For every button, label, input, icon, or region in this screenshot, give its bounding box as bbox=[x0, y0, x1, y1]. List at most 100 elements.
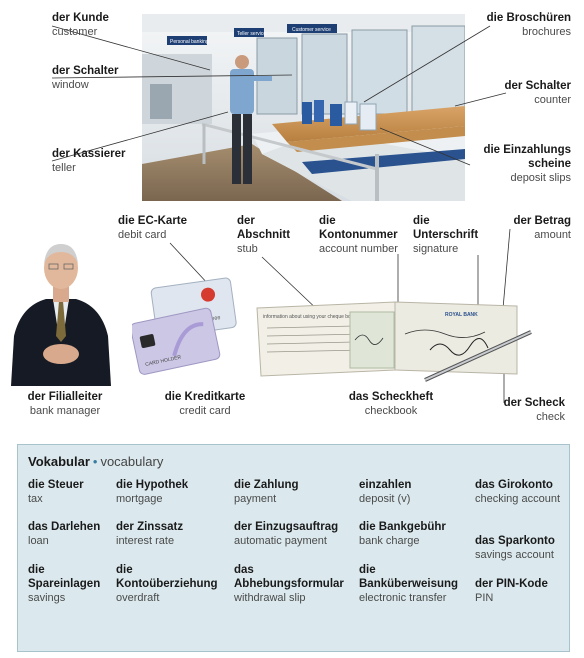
term-de: der Kunde bbox=[52, 12, 109, 24]
vocab-item: die Steuer tax bbox=[28, 478, 148, 506]
vocab-item: der Einzugsauftrag automatic payment bbox=[234, 520, 354, 548]
label-kontonummer: die Kontonummer account number bbox=[319, 214, 398, 256]
label-filialleiter: der Filialleiter bank manager bbox=[20, 390, 110, 418]
vocab-de: das Darlehen bbox=[28, 521, 101, 533]
term-en: checkbook bbox=[364, 405, 418, 417]
vocab-item: die Banküberweisung electronic transfer bbox=[359, 563, 469, 605]
term-en: teller bbox=[52, 162, 76, 174]
vocab-en: tax bbox=[28, 493, 43, 505]
vocab-en: payment bbox=[234, 493, 277, 505]
vocab-en: withdrawal slip bbox=[234, 592, 306, 604]
vocab-de: das Girokonto bbox=[475, 479, 553, 491]
term-de: das Scheckheft bbox=[348, 391, 434, 403]
term-de-line1: der bbox=[237, 215, 255, 227]
label-kassierer: der Kassierer teller bbox=[52, 147, 126, 175]
vocab-en: checking account bbox=[475, 493, 560, 505]
label-scheckheft: das Scheckheft checkbook bbox=[336, 390, 446, 418]
vocab-en: deposit (v) bbox=[359, 493, 411, 505]
vocab-item: die Kontoüberziehung overdraft bbox=[116, 563, 226, 605]
vocab-de: die Steuer bbox=[28, 479, 84, 491]
label-betrag: der Betrag amount bbox=[513, 214, 571, 242]
vocab-en: loan bbox=[28, 535, 49, 547]
sign-personal-banking: Personal banking bbox=[170, 39, 209, 45]
vocab-item: der Zinssatz interest rate bbox=[116, 520, 236, 548]
vocab-item: die Bankgebühr bank charge bbox=[359, 520, 479, 548]
label-einzahlungsscheine: die Einzahlungs scheine deposit slips bbox=[483, 143, 571, 185]
check-bank-name: ROYAL BANK bbox=[445, 312, 478, 318]
term-en: customer bbox=[52, 26, 98, 38]
term-en: counter bbox=[534, 94, 571, 106]
term-en: deposit slips bbox=[510, 172, 571, 184]
term-en: signature bbox=[413, 243, 459, 255]
sign-customer-service: Customer service bbox=[292, 27, 331, 33]
term-de: der Scheck bbox=[503, 397, 565, 409]
term-de-line1: die bbox=[319, 215, 336, 227]
checkbook-illustration: information about using your cheque book… bbox=[256, 301, 532, 382]
term-de-line2: Kontonummer bbox=[319, 229, 398, 241]
term-de-line1: die Einzahlungs bbox=[483, 144, 571, 156]
vocab-de: der Einzugsauftrag bbox=[234, 521, 339, 533]
term-de-line1: die bbox=[413, 215, 430, 227]
term-en: check bbox=[536, 411, 565, 423]
vocab-item: das Abhebungsformular withdrawal slip bbox=[234, 563, 354, 605]
checkbook-info-text: information about using your cheque book bbox=[263, 314, 357, 320]
term-en: brochures bbox=[522, 26, 571, 38]
term-de: der Kassierer bbox=[52, 148, 126, 160]
vocab-de: die Hypothek bbox=[116, 479, 189, 491]
term-en: account number bbox=[319, 243, 398, 255]
cards-photo: 1234 5678 9000 0000 CARD HOLDER bbox=[130, 275, 240, 387]
vocab-de: die Kontoüberziehung bbox=[116, 564, 218, 590]
vocab-de: die Banküberweisung bbox=[359, 564, 459, 590]
vocab-item: die Hypothek mortgage bbox=[116, 478, 236, 506]
term-en: credit card bbox=[179, 405, 231, 417]
bank-manager-illustration bbox=[11, 244, 111, 386]
term-en: stub bbox=[237, 243, 258, 255]
term-de: der Schalter bbox=[52, 65, 119, 77]
term-de: der Filialleiter bbox=[27, 391, 103, 403]
checkbook-photo: information about using your cheque book… bbox=[255, 300, 560, 390]
vocab-en: electronic transfer bbox=[359, 592, 447, 604]
label-schalter-window: der Schalter window bbox=[52, 64, 118, 92]
vocab-en: automatic payment bbox=[234, 535, 327, 547]
vocab-item: die Spareinlagen savings bbox=[28, 563, 108, 605]
vocab-en: PIN bbox=[475, 592, 494, 604]
vocab-de: der Zinssatz bbox=[116, 521, 184, 533]
label-kreditkarte: die Kreditkarte credit card bbox=[158, 390, 252, 418]
term-de: die EC-Karte bbox=[118, 215, 188, 227]
label-ec-karte: die EC-Karte debit card bbox=[118, 214, 187, 242]
bank-manager-photo bbox=[6, 236, 116, 386]
vocab-de: das Sparkonto bbox=[475, 535, 555, 547]
cards-illustration: 1234 5678 9000 0000 CARD HOLDER bbox=[130, 277, 237, 375]
vocabulary-title-en: vocabulary bbox=[100, 454, 164, 469]
vocab-item: einzahlen deposit (v) bbox=[359, 478, 479, 506]
term-de: der Betrag bbox=[513, 215, 571, 227]
vocab-en: overdraft bbox=[116, 592, 160, 604]
vocab-en: bank charge bbox=[359, 535, 420, 547]
vocabulary-title: Vokabular • vocabulary bbox=[28, 454, 163, 469]
term-en: window bbox=[52, 79, 89, 91]
vocab-en: savings bbox=[28, 592, 66, 604]
vocab-de: einzahlen bbox=[359, 479, 412, 491]
term-en: bank manager bbox=[29, 405, 101, 417]
label-broschueren: die Broschüren brochures bbox=[487, 11, 571, 39]
vocab-de: die Bankgebühr bbox=[359, 521, 446, 533]
vocab-item: der PIN-Kode PIN bbox=[475, 577, 565, 605]
label-unterschrift: die Unterschrift signature bbox=[413, 214, 478, 256]
bank-interior-photo: Personal banking Teller service Customer… bbox=[142, 14, 465, 201]
vocab-en: interest rate bbox=[116, 535, 175, 547]
vocab-de: das Abhebungsformular bbox=[234, 564, 344, 590]
term-de-line2: Abschnitt bbox=[237, 229, 291, 241]
vocab-item: das Girokonto checking account bbox=[475, 478, 565, 506]
label-kunde: der Kunde customer bbox=[52, 11, 109, 39]
vocabulary-box: Vokabular • vocabulary die Steuer tax die … bbox=[17, 444, 570, 652]
label-scheck: der Scheck check bbox=[504, 396, 565, 424]
label-abschnitt: der Abschnitt stub bbox=[237, 214, 290, 256]
term-de: die Broschüren bbox=[486, 12, 571, 24]
vocab-item: die Zahlung payment bbox=[234, 478, 354, 506]
vocab-item: das Sparkonto savings account bbox=[475, 534, 565, 562]
sign-teller-service: Teller service bbox=[237, 31, 266, 37]
term-de: die Kreditkarte bbox=[164, 391, 246, 403]
term-en: debit card bbox=[118, 229, 167, 241]
vocab-en: mortgage bbox=[116, 493, 163, 505]
term-de-line2: Unterschrift bbox=[413, 229, 479, 241]
